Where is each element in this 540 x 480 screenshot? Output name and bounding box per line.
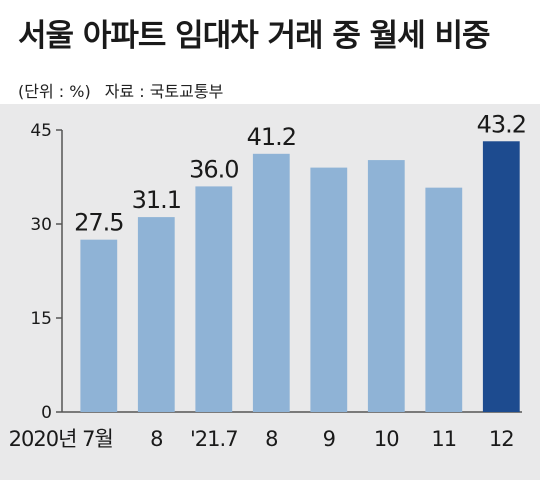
y-tick-label: 0: [41, 403, 52, 423]
data-label: 36.0: [189, 155, 238, 183]
data-label: 43.2: [477, 110, 526, 138]
x-tick-label: 9: [323, 427, 335, 451]
x-tick-label: 8: [150, 427, 162, 451]
bar: [482, 141, 520, 412]
chart-subtitle: (단위 : %) 자료 : 국토교통부: [18, 78, 223, 102]
x-tick-label: 8: [265, 427, 277, 451]
bar: [80, 239, 118, 412]
x-tick-label: 11: [431, 427, 456, 451]
source-label: 자료 : 국토교통부: [104, 82, 224, 101]
chart-title: 서울 아파트 임대차 거래 중 월세 비중: [18, 18, 491, 54]
y-tick-label: 30: [30, 215, 52, 235]
x-tick-label: '21.7: [190, 427, 238, 451]
x-tick-label: 12: [489, 427, 514, 451]
bar: [137, 217, 175, 412]
bar: [310, 167, 348, 412]
y-tick-label: 45: [30, 121, 52, 141]
bar: [367, 160, 405, 412]
bar: [425, 187, 463, 412]
data-label: 27.5: [74, 209, 123, 237]
data-label: 41.2: [247, 123, 296, 151]
unit-label: (단위 : %): [18, 82, 91, 101]
x-tick-label: 10: [374, 427, 399, 451]
data-label: 31.1: [132, 186, 181, 214]
x-tick-label: 2020년 7월: [9, 427, 113, 451]
y-tick-label: 15: [30, 309, 52, 329]
bar: [195, 186, 233, 412]
bar: [252, 153, 290, 412]
